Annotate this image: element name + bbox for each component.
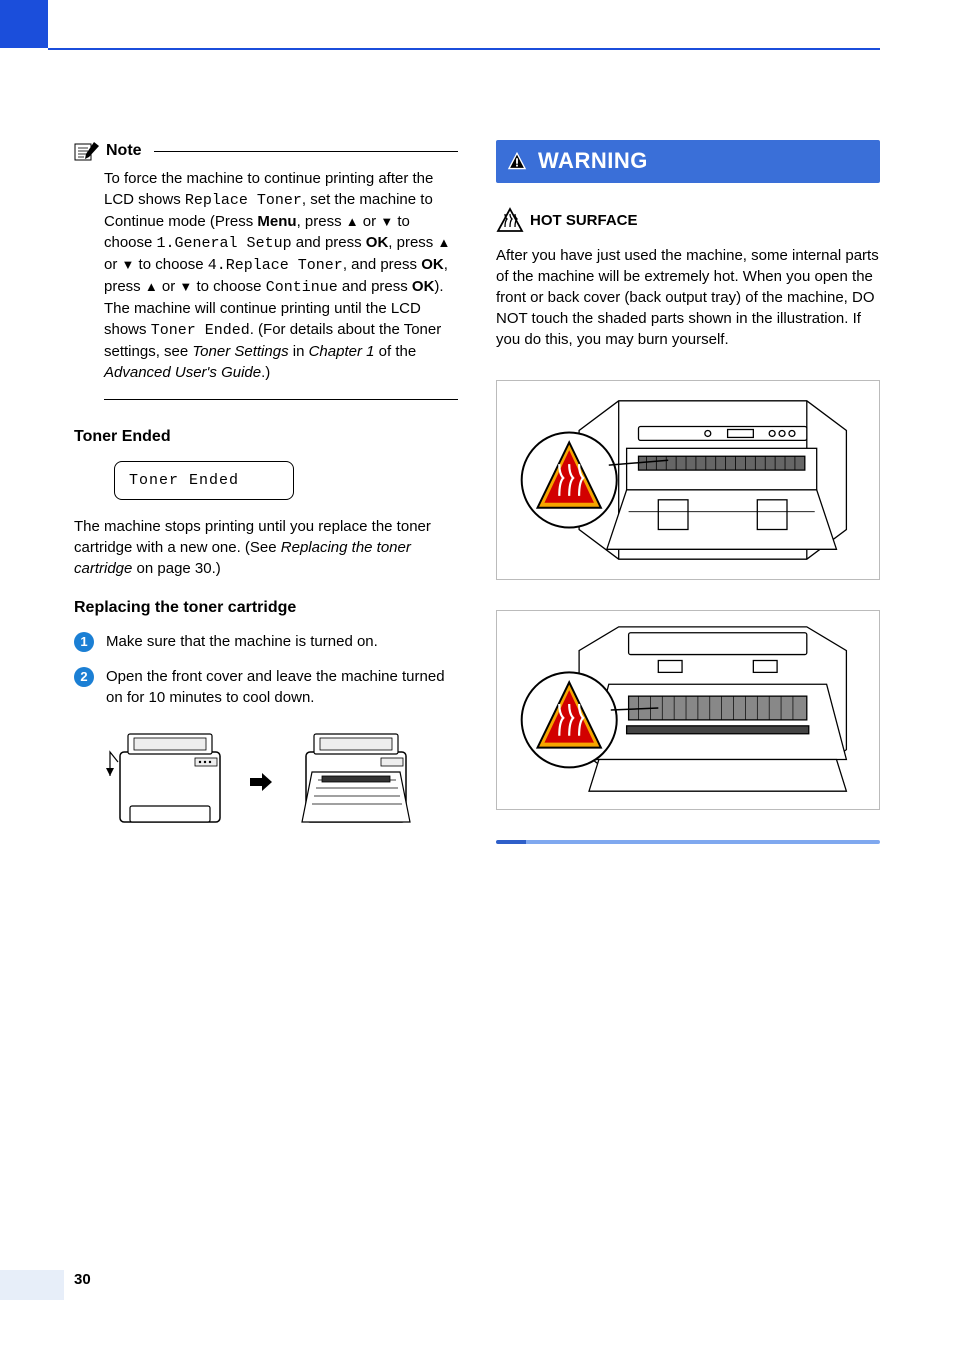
note-title: Note: [106, 140, 142, 162]
left-column: Note To force the machine to continue pr…: [74, 140, 458, 1248]
printer-open-illustration: [282, 722, 432, 842]
body-paragraph: The machine stops printing until you rep…: [74, 516, 458, 579]
lcd-text: Toner Ended: [151, 322, 250, 339]
step-number-badge: 2: [74, 667, 94, 687]
lcd-display: Toner Ended: [114, 461, 294, 500]
note-text: , press: [388, 234, 437, 251]
note-text: .): [261, 364, 270, 381]
page-number: 30: [74, 1269, 91, 1290]
page-number-bg: [0, 1270, 64, 1300]
note-text: or: [158, 278, 180, 295]
printer-diagram-pair: [74, 722, 458, 842]
note-text: of the: [374, 343, 416, 360]
right-column: WARNING HOT SURFACE After you have just …: [496, 140, 880, 1248]
printer-back-open-illustration: [496, 380, 880, 580]
hot-surface-icon: [496, 207, 524, 235]
down-arrow-icon: ▼: [179, 279, 192, 294]
note-text: or: [359, 213, 381, 230]
note-block: Note To force the machine to continue pr…: [74, 140, 458, 400]
note-pencil-icon: [74, 141, 100, 161]
menu-option: Continue: [266, 279, 338, 296]
note-body: To force the machine to continue printin…: [74, 162, 458, 393]
step-item: 2 Open the front cover and leave the mac…: [74, 666, 458, 708]
note-text: to choose: [134, 256, 207, 273]
warning-triangle-icon: [506, 150, 528, 172]
note-text: , and press: [343, 256, 421, 273]
step-text: Make sure that the machine is turned on.: [106, 631, 458, 652]
corner-accent: [0, 0, 48, 48]
key-label: OK: [366, 234, 389, 251]
note-footer-rule: [104, 399, 458, 400]
up-arrow-icon: ▲: [437, 235, 450, 250]
step-list: 1 Make sure that the machine is turned o…: [74, 631, 458, 708]
note-header: Note: [74, 140, 458, 162]
reference-link: Toner Settings: [192, 343, 288, 360]
warning-divider: [496, 840, 880, 844]
text: on page 30.): [132, 560, 220, 577]
up-arrow-icon: ▲: [346, 214, 359, 229]
reference-link: Chapter 1: [309, 343, 375, 360]
key-label: OK: [421, 256, 444, 273]
step-text: Open the front cover and leave the machi…: [106, 666, 458, 708]
note-rule: [154, 151, 458, 152]
down-arrow-icon: ▼: [380, 214, 393, 229]
printer-front-open-illustration: [496, 610, 880, 810]
key-label: Menu: [257, 213, 296, 230]
step-item: 1 Make sure that the machine is turned o…: [74, 631, 458, 652]
top-rule: [48, 48, 880, 50]
note-text: and press: [292, 234, 366, 251]
section-title-replacing: Replacing the toner cartridge: [74, 597, 458, 619]
warning-paragraph: After you have just used the machine, so…: [496, 245, 880, 350]
hot-surface-label: HOT SURFACE: [530, 210, 638, 231]
step-number-badge: 1: [74, 632, 94, 652]
note-text: , press: [297, 213, 346, 230]
menu-option: 1.General Setup: [157, 235, 292, 252]
key-label: OK: [412, 278, 435, 295]
note-text: or: [104, 256, 122, 273]
hot-surface-row: HOT SURFACE: [496, 207, 880, 235]
warning-banner: WARNING: [496, 140, 880, 183]
arrow-right-icon: [248, 772, 274, 792]
down-arrow-icon: ▼: [122, 257, 135, 272]
up-arrow-icon: ▲: [145, 279, 158, 294]
lcd-text: Replace Toner: [185, 192, 302, 209]
reference-link: Advanced User's Guide: [104, 364, 261, 381]
note-text: to choose: [192, 278, 265, 295]
page-content: Note To force the machine to continue pr…: [74, 140, 880, 1248]
printer-closed-illustration: [100, 722, 240, 842]
warning-title: WARNING: [538, 146, 648, 177]
note-text: in: [289, 343, 309, 360]
note-text: and press: [338, 278, 412, 295]
section-title-toner-ended: Toner Ended: [74, 426, 458, 448]
menu-option: 4.Replace Toner: [208, 257, 343, 274]
